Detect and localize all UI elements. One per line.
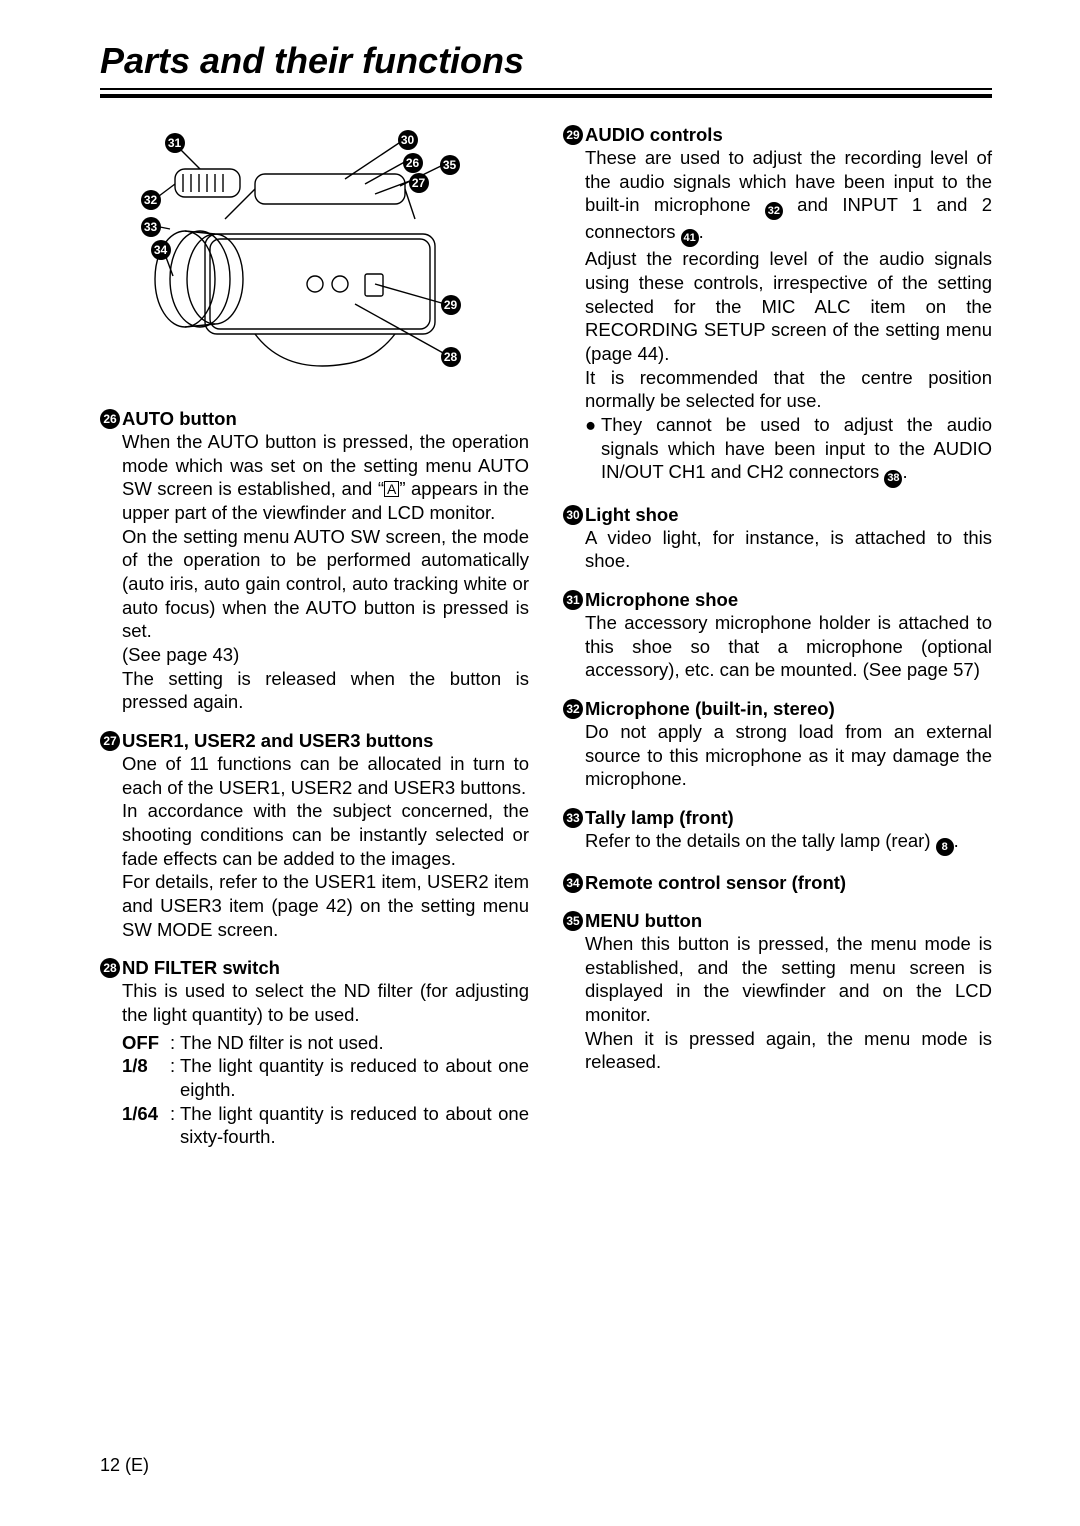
a-box-icon: A: [384, 481, 399, 497]
body-30: A video light, for instance, is attached…: [585, 526, 992, 573]
heading-27: 27 USER1, USER2 and USER3 buttons: [100, 730, 529, 752]
def-off-val: The ND filter is not used.: [180, 1031, 529, 1055]
body-29: These are used to adjust the recording l…: [585, 146, 992, 488]
body-28: This is used to select the ND filter (fo…: [122, 979, 529, 1149]
num-31: 31: [563, 590, 583, 610]
t30p1: A video light, for instance, is attached…: [585, 526, 992, 573]
title-27: USER1, USER2 and USER3 buttons: [122, 730, 433, 752]
callout-27: 27: [409, 173, 429, 193]
heading-34: 34 Remote control sensor (front): [563, 872, 992, 894]
title-rule-thin: [100, 88, 992, 92]
ref-32: 32: [765, 202, 783, 220]
t33p1a: Refer to the details on the tally lamp (…: [585, 830, 936, 851]
ref-38: 38: [884, 470, 902, 488]
right-column: 29 AUDIO controls These are used to adju…: [563, 124, 992, 1165]
heading-35: 35 MENU button: [563, 910, 992, 932]
callout-35: 35: [440, 155, 460, 175]
title-34: Remote control sensor (front): [585, 872, 846, 894]
ref-8: 8: [936, 838, 954, 856]
heading-26: 26 AUTO button: [100, 408, 529, 430]
num-27: 27: [100, 731, 120, 751]
heading-30: 30 Light shoe: [563, 504, 992, 526]
callout-26: 26: [403, 153, 423, 173]
nd-def-list: OFF: The ND filter is not used. 1/8: The…: [122, 1031, 529, 1149]
def-164-val: The light quantity is reduced to about o…: [180, 1102, 529, 1149]
t31p1: The accessory microphone holder is attac…: [585, 611, 992, 682]
def-18: 1/8: The light quantity is reduced to ab…: [122, 1054, 529, 1101]
heading-28: 28 ND FILTER switch: [100, 957, 529, 979]
num-34: 34: [563, 873, 583, 893]
num-26: 26: [100, 409, 120, 429]
body-26: When the AUTO button is pressed, the ope…: [122, 430, 529, 714]
left-column: 30 26 35 27 31 32 33 34 29 28 26 AUTO bu…: [100, 124, 529, 1165]
t33p1b: .: [954, 830, 959, 851]
callout-33: 33: [141, 217, 161, 237]
t27p3: For details, refer to the USER1 item, US…: [122, 870, 529, 941]
def-off-key: OFF: [122, 1031, 170, 1055]
ref-41: 41: [681, 229, 699, 247]
page-number: 12 (E): [100, 1455, 149, 1476]
num-30: 30: [563, 505, 583, 525]
num-33: 33: [563, 808, 583, 828]
def-18-val: The light quantity is reduced to about o…: [180, 1054, 529, 1101]
t35p1: When this button is pressed, the menu mo…: [585, 932, 992, 1027]
def-off: OFF: The ND filter is not used.: [122, 1031, 529, 1055]
def-18-key: 1/8: [122, 1054, 170, 1101]
t27p2: In accordance with the subject concerned…: [122, 799, 529, 870]
page: Parts and their functions: [0, 0, 1080, 1526]
title-30: Light shoe: [585, 504, 679, 526]
t29-bullet: ● They cannot be used to adjust the audi…: [585, 413, 992, 487]
body-33: Refer to the details on the tally lamp (…: [585, 829, 992, 856]
callout-30: 30: [398, 130, 418, 150]
camera-diagram: 30 26 35 27 31 32 33 34 29 28: [115, 124, 515, 384]
title-33: Tally lamp (front): [585, 807, 734, 829]
t28p1: This is used to select the ND filter (fo…: [122, 979, 529, 1026]
heading-33: 33 Tally lamp (front): [563, 807, 992, 829]
num-35: 35: [563, 911, 583, 931]
def-164-key: 1/64: [122, 1102, 170, 1149]
callout-31: 31: [165, 133, 185, 153]
t35p2: When it is pressed again, the menu mode …: [585, 1027, 992, 1074]
heading-29: 29 AUDIO controls: [563, 124, 992, 146]
title-29: AUDIO controls: [585, 124, 723, 146]
t29p1c: .: [699, 221, 704, 242]
num-32: 32: [563, 699, 583, 719]
t29p3: It is recommended that the centre positi…: [585, 366, 992, 413]
t26p3: (See page 43): [122, 643, 529, 667]
page-title: Parts and their functions: [100, 40, 992, 82]
content-columns: 30 26 35 27 31 32 33 34 29 28 26 AUTO bu…: [100, 124, 992, 1165]
callout-28: 28: [441, 347, 461, 367]
title-35: MENU button: [585, 910, 702, 932]
t29b1: They cannot be used to adjust the audio …: [601, 413, 992, 487]
t26p4: The setting is released when the button …: [122, 667, 529, 714]
body-35: When this button is pressed, the menu mo…: [585, 932, 992, 1074]
t29p2: Adjust the recording level of the audio …: [585, 247, 992, 365]
def-off-colon: :: [170, 1031, 180, 1055]
def-18-colon: :: [170, 1054, 180, 1101]
def-164-colon: :: [170, 1102, 180, 1149]
t32p1: Do not apply a strong load from an exter…: [585, 720, 992, 791]
heading-31: 31 Microphone shoe: [563, 589, 992, 611]
title-rule-thick: [100, 94, 992, 98]
callout-32: 32: [141, 190, 161, 210]
callout-34: 34: [151, 240, 171, 260]
title-26: AUTO button: [122, 408, 237, 430]
body-27: One of 11 functions can be allocated in …: [122, 752, 529, 941]
heading-32: 32 Microphone (built-in, stereo): [563, 698, 992, 720]
def-164: 1/64: The light quantity is reduced to a…: [122, 1102, 529, 1149]
body-31: The accessory microphone holder is attac…: [585, 611, 992, 682]
title-31: Microphone shoe: [585, 589, 738, 611]
t26p2: On the setting menu AUTO SW screen, the …: [122, 525, 529, 643]
num-28: 28: [100, 958, 120, 978]
t27p1: One of 11 functions can be allocated in …: [122, 752, 529, 799]
body-32: Do not apply a strong load from an exter…: [585, 720, 992, 791]
bullet-dot-icon: ●: [585, 413, 601, 487]
callout-29: 29: [441, 295, 461, 315]
title-28: ND FILTER switch: [122, 957, 280, 979]
title-32: Microphone (built-in, stereo): [585, 698, 835, 720]
num-29: 29: [563, 125, 583, 145]
